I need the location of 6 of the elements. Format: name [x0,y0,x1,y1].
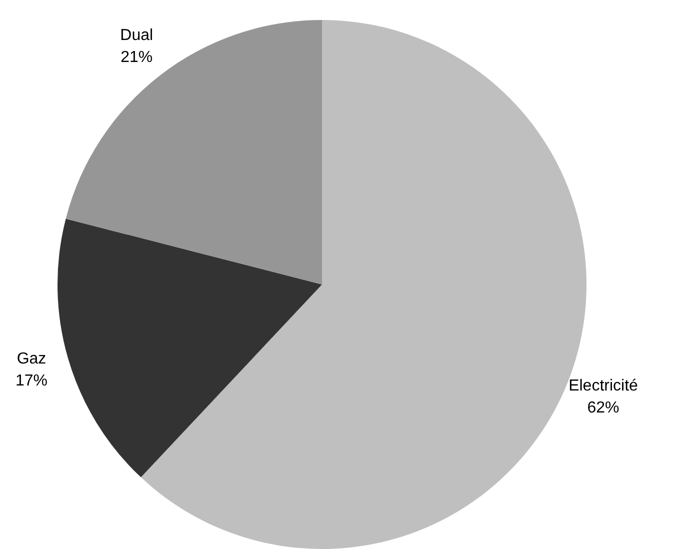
data-label: 62% [587,399,620,416]
slice-label: Dual [120,26,154,44]
slice-label: Gaz [16,350,46,368]
slice-label: Electricité [568,377,638,394]
data-label: 17% [15,372,48,390]
data-label: 21% [120,48,153,66]
